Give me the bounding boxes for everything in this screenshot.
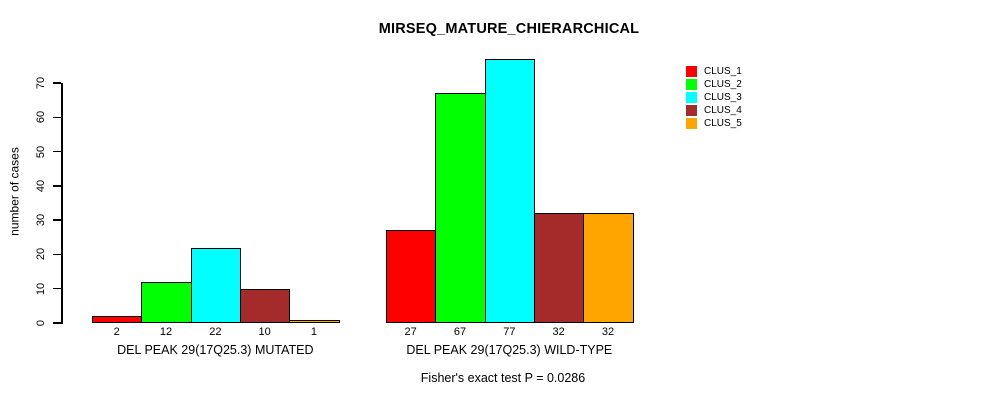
y-axis-tick <box>53 185 61 187</box>
group-label: DEL PEAK 29(17Q25.3) WILD-TYPE <box>406 343 613 357</box>
legend-label: CLUS_4 <box>704 104 742 116</box>
legend-swatch <box>686 91 697 103</box>
y-axis-tick <box>53 116 61 119</box>
y-axis-tick-label: 70 <box>35 76 47 90</box>
y-axis-tick-label: 40 <box>35 179 47 192</box>
y-axis-tick <box>53 219 61 221</box>
legend-label: CLUS_2 <box>704 78 742 90</box>
bar <box>484 59 535 323</box>
bar <box>435 93 486 323</box>
bar-value-label: 27 <box>404 326 417 338</box>
bar-value-label: 32 <box>601 326 615 338</box>
y-axis-tick <box>53 287 61 290</box>
y-axis-tick-label: 50 <box>35 145 47 158</box>
bar-value-label: 77 <box>503 326 516 338</box>
fisher-test-annotation: Fisher's exact test P = 0.0286 <box>420 371 586 385</box>
legend-swatch <box>686 78 697 90</box>
legend-item: CLUS_1 <box>686 65 742 77</box>
legend-swatch <box>686 117 697 129</box>
bar <box>141 281 192 323</box>
legend-swatch <box>686 65 697 77</box>
legend-label: CLUS_3 <box>704 91 742 103</box>
bar-value-label: 12 <box>159 326 173 338</box>
bar <box>533 213 585 323</box>
legend-item: CLUS_4 <box>686 104 742 116</box>
legend-item: CLUS_3 <box>686 91 742 103</box>
bar <box>239 288 291 323</box>
legend-label: CLUS_1 <box>704 65 742 77</box>
y-axis-tick-label: 0 <box>35 319 47 327</box>
legend-item: CLUS_5 <box>686 117 742 129</box>
bar-value-label: 22 <box>209 326 222 338</box>
bar <box>289 319 340 323</box>
bar-value-label: 67 <box>453 326 467 338</box>
y-axis-tick-label: 10 <box>35 282 47 295</box>
y-axis-tick-label: 20 <box>35 248 47 261</box>
y-axis-tick <box>53 150 61 153</box>
legend-item: CLUS_2 <box>686 78 742 90</box>
y-axis-tick <box>53 253 61 256</box>
bar-value-label: 1 <box>310 326 318 338</box>
bar-value-label: 10 <box>258 326 271 338</box>
chart-title: MIRSEQ_MATURE_CHIERARCHICAL <box>378 21 640 37</box>
group-label: DEL PEAK 29(17Q25.3) MUTATED <box>117 343 314 357</box>
bar <box>583 213 634 323</box>
y-axis-tick-label: 30 <box>35 214 47 227</box>
legend-label: CLUS_5 <box>704 117 742 129</box>
legend-swatch <box>686 104 697 116</box>
bar <box>190 247 241 323</box>
y-axis-tick <box>53 82 61 84</box>
bar-value-label: 2 <box>113 326 120 338</box>
y-axis-line <box>61 83 63 324</box>
y-axis-label: number of cases <box>7 147 22 236</box>
bar <box>386 230 437 323</box>
y-axis-tick <box>53 322 61 324</box>
y-axis-tick-label: 60 <box>35 111 47 124</box>
bar-value-label: 32 <box>552 326 565 338</box>
bar <box>92 316 143 323</box>
